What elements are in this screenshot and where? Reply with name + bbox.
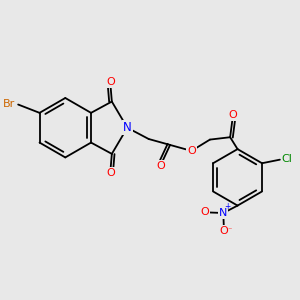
Text: ⁻: ⁻: [227, 226, 231, 235]
Text: O: O: [220, 226, 228, 236]
Text: N: N: [123, 121, 132, 134]
Text: O: O: [106, 168, 115, 178]
Text: O: O: [106, 77, 115, 87]
Text: O: O: [187, 146, 196, 156]
Text: N: N: [219, 208, 227, 218]
Text: O: O: [229, 110, 238, 120]
Text: +: +: [225, 202, 231, 211]
Text: O: O: [157, 161, 166, 171]
Text: Br: Br: [3, 99, 15, 109]
Text: Cl: Cl: [282, 154, 293, 164]
Text: O: O: [200, 207, 208, 218]
